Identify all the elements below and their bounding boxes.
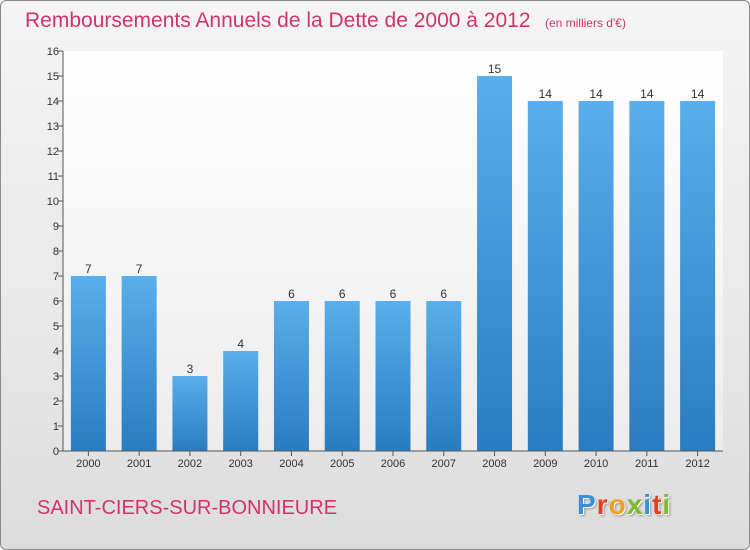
logo-letter: i	[643, 489, 653, 520]
y-tick-label: 16	[47, 46, 59, 58]
y-tick-label: 3	[53, 371, 59, 383]
y-tick-label: 9	[53, 221, 59, 233]
logo-letter: P	[577, 489, 597, 520]
x-tick-label: 2008	[482, 458, 506, 470]
bar	[629, 101, 665, 451]
x-tick-label: 2007	[432, 458, 456, 470]
logo-letter: t	[652, 489, 663, 520]
y-tick-label: 11	[48, 171, 59, 183]
bar	[324, 301, 360, 451]
bar	[172, 376, 208, 451]
bar-value-label: 15	[488, 62, 502, 76]
bar-value-label: 7	[136, 262, 143, 276]
y-tick-label: 5	[53, 321, 59, 333]
x-tick-label: 2009	[533, 458, 557, 470]
y-tick-label: 14	[47, 96, 59, 108]
x-tick-label: 2012	[685, 458, 709, 470]
logo-letter: i	[662, 489, 672, 520]
title-row: Remboursements Annuels de la Dette de 20…	[25, 9, 626, 33]
y-tick-label: 2	[53, 396, 59, 408]
y-tick-label: 7	[53, 271, 59, 283]
proxiti-logo: Proxiti	[577, 489, 671, 521]
y-tick-label: 1	[53, 421, 59, 433]
bar-value-label: 14	[589, 87, 603, 101]
chart-title: Remboursements Annuels de la Dette de 20…	[25, 9, 531, 32]
x-tick-label: 2003	[228, 458, 252, 470]
y-tick-label: 6	[53, 296, 59, 308]
y-tick-label: 8	[53, 246, 59, 258]
x-tick-label: 2004	[279, 458, 303, 470]
bar-value-label: 7	[85, 262, 92, 276]
bar-value-label: 3	[187, 362, 194, 376]
x-tick-label: 2001	[127, 458, 151, 470]
logo-letter: o	[608, 489, 627, 520]
x-tick-label: 2002	[178, 458, 202, 470]
bar-value-label: 6	[339, 287, 346, 301]
x-tick-label: 2000	[76, 458, 100, 470]
bar-value-label: 6	[288, 287, 295, 301]
bar-value-label: 6	[440, 287, 447, 301]
bar	[527, 101, 563, 451]
bar	[680, 101, 716, 451]
x-tick-label: 2010	[584, 458, 608, 470]
y-tick-label: 0	[53, 446, 59, 458]
chart-unit-label: (en milliers d'€)	[544, 16, 626, 30]
bar-value-label: 14	[640, 87, 654, 101]
bar-value-label: 14	[539, 87, 553, 101]
bar	[273, 301, 309, 451]
bar-value-label: 14	[691, 87, 705, 101]
bar-value-label: 6	[390, 287, 397, 301]
y-tick-label: 12	[47, 146, 59, 158]
logo-letter: r	[596, 489, 609, 520]
x-tick-label: 2011	[635, 458, 659, 470]
bar	[375, 301, 411, 451]
bar	[121, 276, 157, 451]
y-tick-label: 10	[47, 196, 59, 208]
bar	[70, 276, 106, 451]
bar	[578, 101, 614, 451]
y-tick-label: 15	[47, 71, 59, 83]
commune-name: SAINT-CIERS-SUR-BONNIEURE	[37, 497, 338, 519]
y-tick-label: 4	[53, 346, 59, 358]
x-tick-label: 2005	[330, 458, 354, 470]
bar	[223, 351, 259, 451]
logo-letter: x	[626, 489, 644, 520]
y-tick-label: 13	[47, 121, 59, 133]
bar	[477, 76, 513, 451]
bar	[426, 301, 462, 451]
x-tick-label: 2006	[381, 458, 405, 470]
bar-value-label: 4	[237, 337, 244, 351]
